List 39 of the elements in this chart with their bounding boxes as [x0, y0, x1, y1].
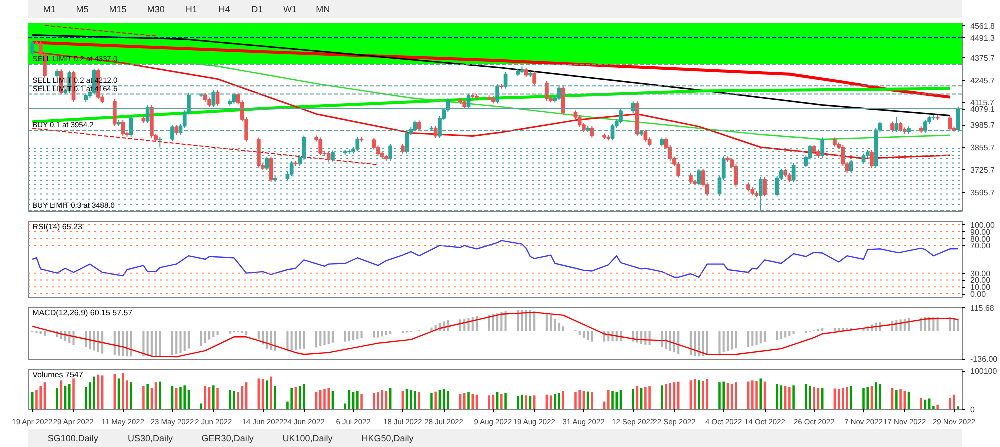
y-tick-label: 100100	[970, 367, 998, 376]
y-tick-label: 4115.7	[970, 98, 995, 108]
text: W1	[283, 4, 297, 14]
text: D1	[252, 4, 264, 14]
text: MN	[316, 4, 330, 14]
y-tick-label: 0.00	[970, 290, 987, 300]
y-tick-label: -136.00	[970, 355, 998, 364]
text: M15	[109, 4, 127, 14]
y-tick-label: 4491.3	[970, 34, 996, 43]
y-tick-label: 3595.7	[970, 188, 996, 198]
text: GER30,Daily	[202, 434, 254, 444]
y-tick-label: 80.00	[970, 234, 992, 244]
y-tick-label: 3725.7	[970, 166, 996, 175]
y-tick-label: 100.00	[970, 220, 996, 230]
y-tick-label: 20.00	[970, 276, 992, 286]
y-tick-label: 115.68	[970, 304, 995, 313]
chart-title: RSI(14) 65.23	[32, 222, 83, 232]
y-tick-label: 70.00	[970, 242, 992, 251]
text: H1	[186, 4, 198, 14]
y-tick-label: 4375.7	[970, 54, 996, 63]
y-tick-label: 0	[970, 406, 976, 414]
y-tick-label: 30.00	[970, 269, 992, 278]
y-tick-label: 10.00	[970, 283, 992, 292]
text: M30	[147, 4, 165, 14]
chart-title: Volumes 7547	[32, 370, 84, 380]
text: UK100,Daily	[282, 434, 334, 444]
text: SG100,Daily	[48, 434, 99, 444]
y-tick-label: 4561.8	[970, 22, 996, 31]
y-tick-label: 4079.1	[970, 105, 996, 114]
text: H4	[218, 4, 230, 14]
y-tick-label: 90.00	[970, 228, 992, 237]
y-tick-label: 3985.7	[970, 121, 996, 130]
text: M1	[43, 4, 56, 14]
text: HKG50,Daily	[362, 434, 414, 444]
y-tick-label: 4245.7	[970, 76, 996, 86]
chart-title: MACD(12,26,9) 60.15 57.57	[32, 308, 134, 318]
text: M5	[76, 4, 89, 14]
y-tick-label: 3855.7	[970, 144, 996, 153]
text: US30,Daily	[128, 434, 174, 444]
